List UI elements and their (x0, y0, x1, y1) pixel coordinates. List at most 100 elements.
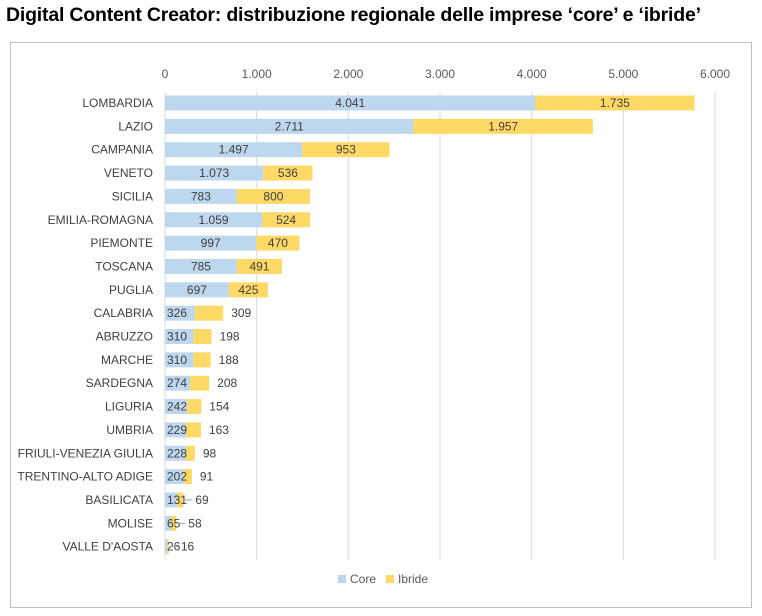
category-label: MOLISE (108, 516, 153, 530)
x-tick-label: 0 (162, 67, 169, 81)
data-label-ibride: 425 (238, 283, 258, 297)
data-label-core: 274 (167, 376, 187, 390)
category-label: FRIULI-VENEZIA GIULIA (18, 446, 153, 460)
data-label-core: 785 (191, 259, 211, 273)
bar-ibride (185, 422, 201, 438)
category-label: MARCHE (101, 353, 153, 367)
bar-ibride (183, 469, 192, 485)
data-label-ibride: 58 (188, 516, 202, 530)
bar-ibride (167, 539, 169, 555)
bar-core (165, 305, 195, 321)
bar-core (165, 399, 188, 415)
bar-ibride (535, 95, 695, 111)
x-tick-label: 4.000 (517, 67, 547, 81)
data-label-core: 697 (187, 283, 207, 297)
bar-core (165, 142, 303, 158)
category-label: LOMBARDIA (82, 96, 153, 110)
bar-core (165, 258, 237, 274)
category-label: SARDEGNA (86, 376, 153, 390)
bar-core (165, 118, 414, 134)
data-label-ibride: 188 (219, 353, 239, 367)
x-tick-label: 5.000 (608, 67, 638, 81)
bar-ibride (236, 258, 282, 274)
legend-swatch-ibride (386, 575, 394, 583)
data-label-ibride: 524 (276, 213, 296, 227)
data-label-core: 131 (167, 493, 187, 507)
bar-core (165, 95, 536, 111)
bar-core (165, 492, 178, 508)
x-tick-label: 2.000 (333, 67, 363, 81)
bar-core (165, 375, 191, 391)
data-label-ibride: 491 (249, 259, 269, 273)
bar-ibride (302, 142, 390, 158)
data-label-ibride: 154 (209, 400, 229, 414)
bar-core (165, 235, 257, 251)
data-label-core: 2.711 (275, 119, 304, 133)
bar-ibride (193, 352, 211, 368)
bar-ibride (262, 212, 311, 228)
data-label-core: 997 (201, 236, 221, 250)
data-label-core: 326 (167, 306, 187, 320)
category-label: PUGLIA (109, 283, 153, 297)
category-label: VENETO (104, 166, 153, 180)
data-label-core: 229 (167, 423, 187, 437)
bar-core (165, 165, 264, 181)
bar-core (165, 515, 171, 531)
chart-title: Digital Content Creator: distribuzione r… (6, 4, 701, 26)
data-label-ibride: 16 (181, 540, 195, 554)
bar-core (165, 212, 263, 228)
data-label-ibride: 470 (268, 236, 288, 250)
category-label: LAZIO (118, 119, 153, 133)
data-label-core: 1.059 (199, 213, 229, 227)
legend-swatch-core (338, 575, 346, 583)
bar-core (165, 352, 194, 368)
data-label-core: 242 (167, 400, 187, 414)
data-label-ibride: 953 (336, 143, 356, 157)
bar-core (165, 329, 194, 344)
data-label-ibride: 163 (209, 423, 229, 437)
data-label-core: 310 (167, 353, 187, 367)
x-tick-label: 1.000 (242, 67, 272, 81)
data-label-core: 1.073 (199, 166, 229, 180)
bar-core (165, 445, 186, 461)
data-label-ibride: 91 (200, 470, 214, 484)
data-label-ibride: 536 (278, 166, 298, 180)
category-label: CALABRIA (94, 306, 153, 320)
data-label-ibride: 69 (195, 493, 209, 507)
bar-ibride (228, 282, 268, 298)
data-label-ibride: 309 (231, 306, 251, 320)
x-tick-label: 3.000 (425, 67, 455, 81)
bar-ibride (256, 235, 300, 251)
x-tick-label: 6.000 (700, 67, 730, 81)
bar-core (165, 282, 229, 298)
data-label-ibride: 800 (263, 189, 283, 203)
bar-core (165, 188, 237, 204)
data-label-core: 65 (167, 516, 181, 530)
data-label-ibride: 198 (220, 330, 240, 344)
data-label-core: 228 (167, 446, 187, 460)
bar-ibride (170, 515, 177, 531)
bar-ibride (190, 375, 210, 391)
category-label: VALLE D'AOSTA (62, 540, 153, 554)
data-label-ibride: 98 (203, 446, 217, 460)
category-label: CAMPANIA (91, 143, 153, 157)
category-label: PIEMONTE (90, 236, 153, 250)
chart-frame (10, 42, 752, 608)
data-label-core: 202 (167, 470, 187, 484)
category-label: TRENTINO-ALTO ADIGE (17, 470, 153, 484)
bar-core (165, 539, 168, 555)
bar-ibride (263, 165, 313, 181)
bar-core (165, 469, 184, 485)
bar-ibride (177, 492, 184, 508)
data-label-core: 310 (167, 330, 187, 344)
bar-ibride (185, 445, 195, 461)
legend-label-core: Core (350, 572, 376, 586)
category-label: ABRUZZO (96, 330, 153, 344)
data-label-core: 4.041 (335, 96, 365, 110)
category-label: LIGURIA (105, 400, 153, 414)
bar-ibride (193, 329, 212, 344)
category-label: SICILIA (112, 189, 153, 203)
data-label-core: 783 (191, 189, 211, 203)
category-label: BASILICATA (85, 493, 153, 507)
